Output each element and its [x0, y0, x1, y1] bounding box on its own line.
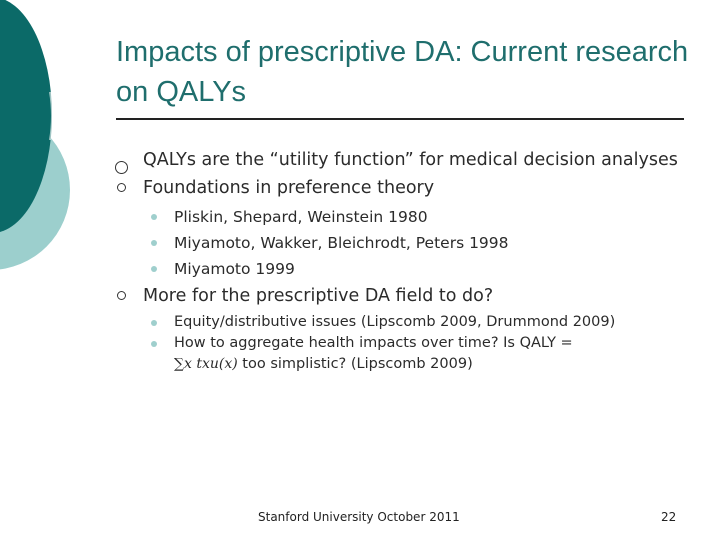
title-divider	[116, 118, 684, 120]
bullet-item: QALYs are the “utility function” for med…	[114, 148, 684, 174]
sub-bullet-item: Miyamoto 1999	[114, 256, 684, 282]
slide-title: Impacts of prescriptive DA: Current rese…	[116, 36, 689, 108]
hollow-circle-bullet-icon	[117, 291, 126, 300]
sub-bullet-text: Pliskin, Shepard, Weinstein 1980	[174, 208, 428, 226]
formula-tail-text: too simplistic? (Lipscomb 2009)	[237, 356, 473, 372]
qaly-formula: ∑x txu(x)	[174, 356, 238, 372]
dot-bullet-icon	[151, 266, 157, 272]
page-number: 22	[661, 510, 677, 524]
bullet-text: More for the prescriptive DA field to do…	[143, 286, 494, 306]
bullet-text: Foundations in preference theory	[143, 178, 435, 198]
bullet-item: Foundations in preference theory	[114, 176, 684, 200]
sub-bullet-text: Equity/distributive issues (Lipscomb 200…	[174, 314, 616, 330]
hollow-circle-bullet-icon	[117, 183, 126, 192]
sub-bullet-text: Miyamoto, Wakker, Bleichrodt, Peters 199…	[174, 234, 509, 252]
sub-bullet-item: How to aggregate health impacts over tim…	[114, 333, 684, 354]
bullet-item: More for the prescriptive DA field to do…	[114, 284, 684, 308]
decorative-circles	[0, 0, 70, 270]
sub-bullet-item: Pliskin, Shepard, Weinstein 1980	[114, 204, 684, 230]
slide-content: QALYs are the “utility function” for med…	[114, 148, 684, 375]
sub-bullet-text: Miyamoto 1999	[174, 260, 295, 278]
dot-bullet-icon	[151, 320, 157, 326]
formula-line: ∑x txu(x) too simplistic? (Lipscomb 2009…	[114, 354, 684, 375]
dot-bullet-icon	[151, 341, 157, 347]
sub-bullet-item: Miyamoto, Wakker, Bleichrodt, Peters 199…	[114, 230, 684, 256]
dark-teal-circle	[0, 0, 52, 232]
bullet-text: QALYs are the “utility function” for med…	[143, 150, 678, 170]
hollow-circle-bullet-icon	[115, 161, 128, 174]
sub-bullet-text: How to aggregate health impacts over tim…	[174, 335, 573, 351]
footer-text: Stanford University October 2011	[258, 510, 460, 524]
dot-bullet-icon	[151, 214, 157, 220]
dot-bullet-icon	[151, 240, 157, 246]
sub-bullet-item: Equity/distributive issues (Lipscomb 200…	[114, 312, 684, 333]
